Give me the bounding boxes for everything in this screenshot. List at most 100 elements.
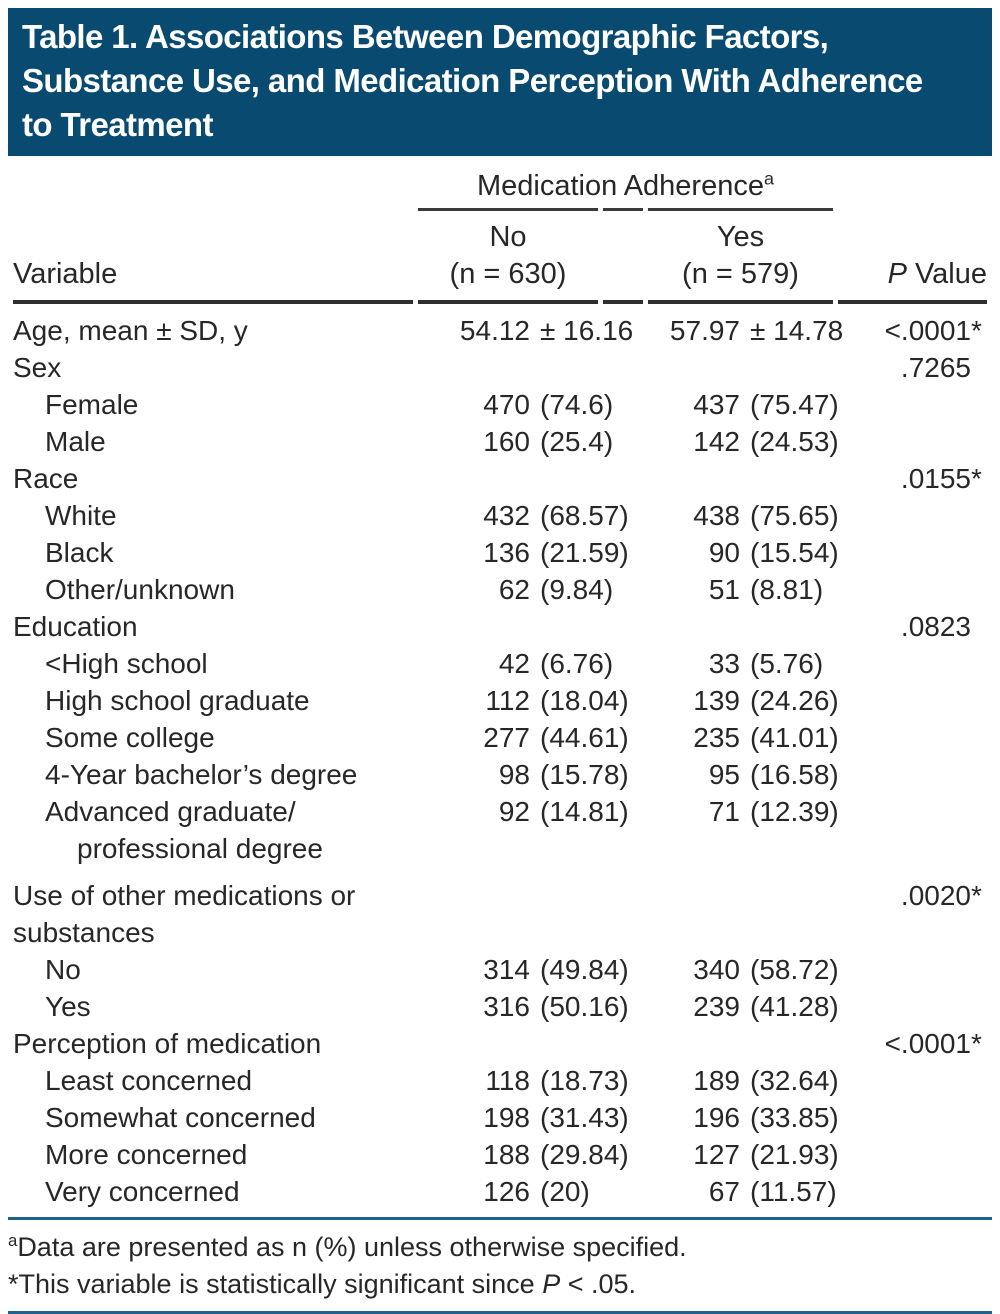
cell-yes-adherence: 57.97 ± 14.78 bbox=[648, 304, 843, 349]
column-spacer bbox=[603, 867, 643, 951]
cell-pvalue bbox=[838, 423, 987, 460]
cell-variable: Very concerned bbox=[13, 1173, 413, 1210]
group-underline-segment bbox=[648, 208, 833, 211]
cell-variable: Education bbox=[13, 608, 413, 645]
yes-count: 71 bbox=[708, 796, 740, 827]
column-spacer bbox=[603, 608, 643, 645]
footnote-significance-italic-p: P bbox=[542, 1269, 561, 1299]
cell-yes-adherence: 235 (41.01) bbox=[648, 719, 838, 756]
row-label: No bbox=[45, 954, 81, 985]
cell-variable: <High school bbox=[13, 645, 413, 682]
pvalue: .0155 bbox=[900, 463, 971, 494]
row-label: Male bbox=[45, 426, 106, 457]
cell-variable: Black bbox=[13, 534, 413, 571]
column-spacer bbox=[603, 349, 643, 386]
cell-no-adherence bbox=[418, 867, 598, 951]
yes-count: 239 bbox=[693, 991, 740, 1022]
no-percent: (49.84) bbox=[540, 954, 629, 985]
cell-yes-adherence: 71 (12.39) bbox=[648, 793, 839, 867]
yes-count: 142 bbox=[693, 426, 740, 457]
cell-yes-adherence bbox=[648, 1025, 833, 1062]
pvalue-rest: Value bbox=[906, 258, 987, 290]
cell-variable: High school graduate bbox=[13, 682, 413, 719]
row-label: High school graduate bbox=[45, 685, 310, 716]
cell-variable: Female bbox=[13, 386, 413, 423]
cell-no-adherence bbox=[418, 460, 598, 497]
yes-percent: (24.26) bbox=[750, 685, 839, 716]
cell-variable: Other/unknown bbox=[13, 571, 413, 608]
column-spacer bbox=[603, 1173, 643, 1210]
cell-variable: Least concerned bbox=[13, 1062, 413, 1099]
cell-no-adherence: 136 (21.59) bbox=[418, 534, 628, 571]
cell-pvalue: .0823 bbox=[838, 608, 987, 645]
cell-pvalue bbox=[838, 1062, 987, 1099]
table-header: Medication Adherencea Variable No (n = 6… bbox=[13, 162, 987, 304]
group-underline-segment bbox=[603, 208, 643, 211]
row-label: Other/unknown bbox=[45, 574, 235, 605]
yes-percent: (12.39) bbox=[750, 796, 839, 827]
cell-variable: Sex bbox=[13, 349, 413, 386]
yes-percent: (75.65) bbox=[750, 500, 839, 531]
row-label: Race bbox=[13, 463, 79, 494]
cell-no-adherence: 92 (14.81) bbox=[418, 793, 629, 867]
header-spacer-right bbox=[838, 162, 987, 208]
row-label: More concerned bbox=[45, 1139, 248, 1170]
pvalue: .7265 bbox=[900, 352, 971, 383]
yes-percent: (32.64) bbox=[750, 1065, 839, 1096]
yes-percent: (24.53) bbox=[750, 426, 839, 457]
yes-count: 67 bbox=[708, 1176, 740, 1207]
no-count: 314 bbox=[483, 954, 530, 985]
cell-variable: No bbox=[13, 951, 413, 988]
yes-percent: (41.01) bbox=[750, 722, 839, 753]
no-percent: (44.61) bbox=[540, 722, 629, 753]
demographics-table: Medication Adherencea Variable No (n = 6… bbox=[8, 162, 992, 1210]
cell-no-adherence: 118 (18.73) bbox=[418, 1062, 628, 1099]
yes-count: 90 bbox=[708, 537, 740, 568]
no-percent: (50.16) bbox=[540, 991, 629, 1022]
cell-yes-adherence: 127 (21.93) bbox=[648, 1136, 838, 1173]
cell-pvalue bbox=[838, 793, 987, 867]
table-body: Age, mean ± SD, y 54.12 ± 16.16 57.97 ± 14… bbox=[13, 304, 987, 1210]
yes-percent: (75.47) bbox=[750, 389, 839, 420]
cell-no-adherence: 98 (15.78) bbox=[418, 756, 629, 793]
yes-percent: (41.28) bbox=[750, 991, 839, 1022]
cell-yes-adherence: 142 (24.53) bbox=[648, 423, 838, 460]
row-label: Advanced graduate/ bbox=[45, 796, 296, 827]
cell-variable: Male bbox=[13, 423, 413, 460]
table-row: Perception of medication <.0001* bbox=[13, 1025, 987, 1062]
table-title-line-3: to Treatment bbox=[22, 106, 213, 143]
no-count: 160 bbox=[483, 426, 530, 457]
row-label: Use of other medications or bbox=[13, 880, 356, 911]
no-count: 62 bbox=[498, 574, 530, 605]
cell-yes-adherence bbox=[648, 867, 833, 951]
cell-variable: Perception of medication bbox=[13, 1025, 413, 1062]
table-row: Advanced graduate/ professional degree 9… bbox=[13, 793, 987, 867]
cell-yes-adherence: 90 (15.54) bbox=[648, 534, 839, 571]
cell-yes-adherence bbox=[648, 608, 833, 645]
yes-count: 189 bbox=[693, 1065, 740, 1096]
cell-pvalue: <.0001* bbox=[838, 304, 987, 349]
column-spacer bbox=[603, 460, 643, 497]
footnote-a: aData are presented as n (%) unless othe… bbox=[8, 1229, 990, 1266]
cell-no-adherence: 42 (6.76) bbox=[418, 645, 613, 682]
table-title-line-1: Table 1. Associations Between Demographi… bbox=[22, 18, 829, 55]
no-percent: (29.84) bbox=[540, 1139, 629, 1170]
table-title: Table 1. Associations Between Demographi… bbox=[8, 8, 992, 156]
table-row: Somewhat concerned 198 (31.43) 196 (33.85) bbox=[13, 1099, 987, 1136]
header-spacer-left bbox=[13, 162, 413, 208]
row-label-continuation: substances bbox=[13, 917, 155, 948]
column-header-yes-count: (n = 579) bbox=[682, 258, 799, 290]
yes-count: 51 bbox=[708, 574, 740, 605]
cell-no-adherence: 188 (29.84) bbox=[418, 1136, 628, 1173]
table-row: Some college 277 (44.61) 235 (41.01) bbox=[13, 719, 987, 756]
no-percent: ± 16.16 bbox=[540, 315, 634, 346]
table-row: Very concerned 126 (20) 67 (11.57) bbox=[13, 1173, 987, 1210]
cell-yes-adherence: 438 (75.65) bbox=[648, 497, 838, 534]
row-label: Education bbox=[13, 611, 138, 642]
no-percent: (6.76) bbox=[540, 648, 614, 679]
cell-variable: Age, mean ± SD, y bbox=[13, 304, 413, 349]
cell-pvalue: .0020* bbox=[838, 867, 987, 951]
yes-count: 340 bbox=[693, 954, 740, 985]
cell-variable: More concerned bbox=[13, 1136, 413, 1173]
no-count: 277 bbox=[483, 722, 530, 753]
